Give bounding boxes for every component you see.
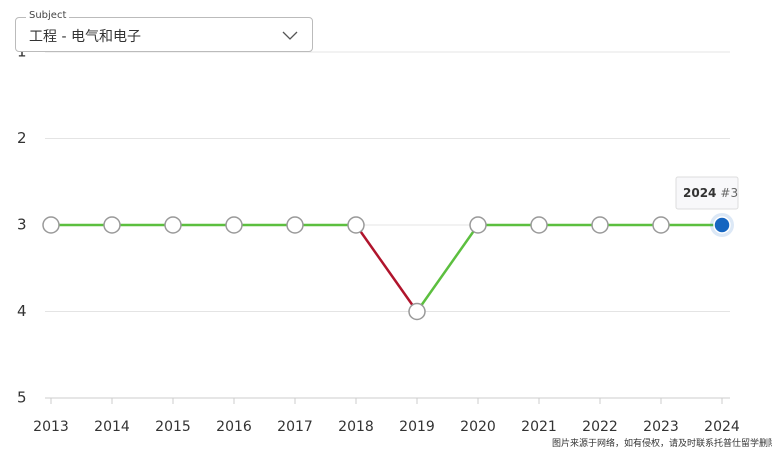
select-value: 工程 - 电气和电子 bbox=[29, 29, 141, 45]
line-segment bbox=[415, 224, 480, 313]
subject-select[interactable]: 工程 - 电气和电子 bbox=[15, 17, 313, 52]
y-tick-label: 2 bbox=[17, 129, 27, 147]
point bbox=[652, 216, 670, 234]
tooltip-box bbox=[675, 176, 739, 210]
y-tick-label: 4 bbox=[17, 302, 27, 320]
point bbox=[408, 302, 426, 321]
point bbox=[286, 216, 304, 234]
tooltip: 2024 #3 bbox=[675, 176, 739, 210]
x-tick-label: 2015 bbox=[155, 419, 191, 435]
x-tick-label: 2014 bbox=[94, 419, 130, 435]
x-tick-label: 2024 bbox=[704, 419, 740, 435]
point bbox=[713, 216, 731, 234]
select-label: Subject bbox=[26, 10, 70, 21]
point bbox=[103, 216, 121, 234]
point bbox=[530, 216, 548, 234]
watermark: 图片来源于网络，如有侵权，请及时联系托普仕留学删除 bbox=[552, 439, 772, 449]
point bbox=[225, 216, 243, 234]
point bbox=[347, 216, 365, 234]
tooltip-text: 2024 #3 bbox=[683, 186, 738, 200]
tooltip-rank: #3 bbox=[720, 186, 738, 200]
y-tick-label: 5 bbox=[17, 389, 27, 407]
line-segment bbox=[354, 224, 419, 313]
x-tick-label: 2021 bbox=[521, 419, 557, 435]
x-tick-label: 2017 bbox=[277, 419, 313, 435]
x-tick-label: 2022 bbox=[582, 419, 618, 435]
x-tick-label: 2023 bbox=[643, 419, 679, 435]
y-tick-label: 3 bbox=[17, 216, 27, 234]
tooltip-year: 2024 bbox=[683, 186, 716, 200]
point bbox=[164, 216, 182, 234]
x-tick-label: 2018 bbox=[338, 419, 374, 435]
chevron bbox=[282, 31, 298, 40]
point bbox=[42, 216, 60, 234]
x-tick-label: 2020 bbox=[460, 419, 496, 435]
point bbox=[469, 216, 487, 234]
x-tick-label: 2019 bbox=[399, 419, 435, 435]
x-tick-label: 2016 bbox=[216, 419, 252, 435]
point bbox=[591, 216, 609, 234]
x-tick-label: 2013 bbox=[33, 419, 69, 435]
